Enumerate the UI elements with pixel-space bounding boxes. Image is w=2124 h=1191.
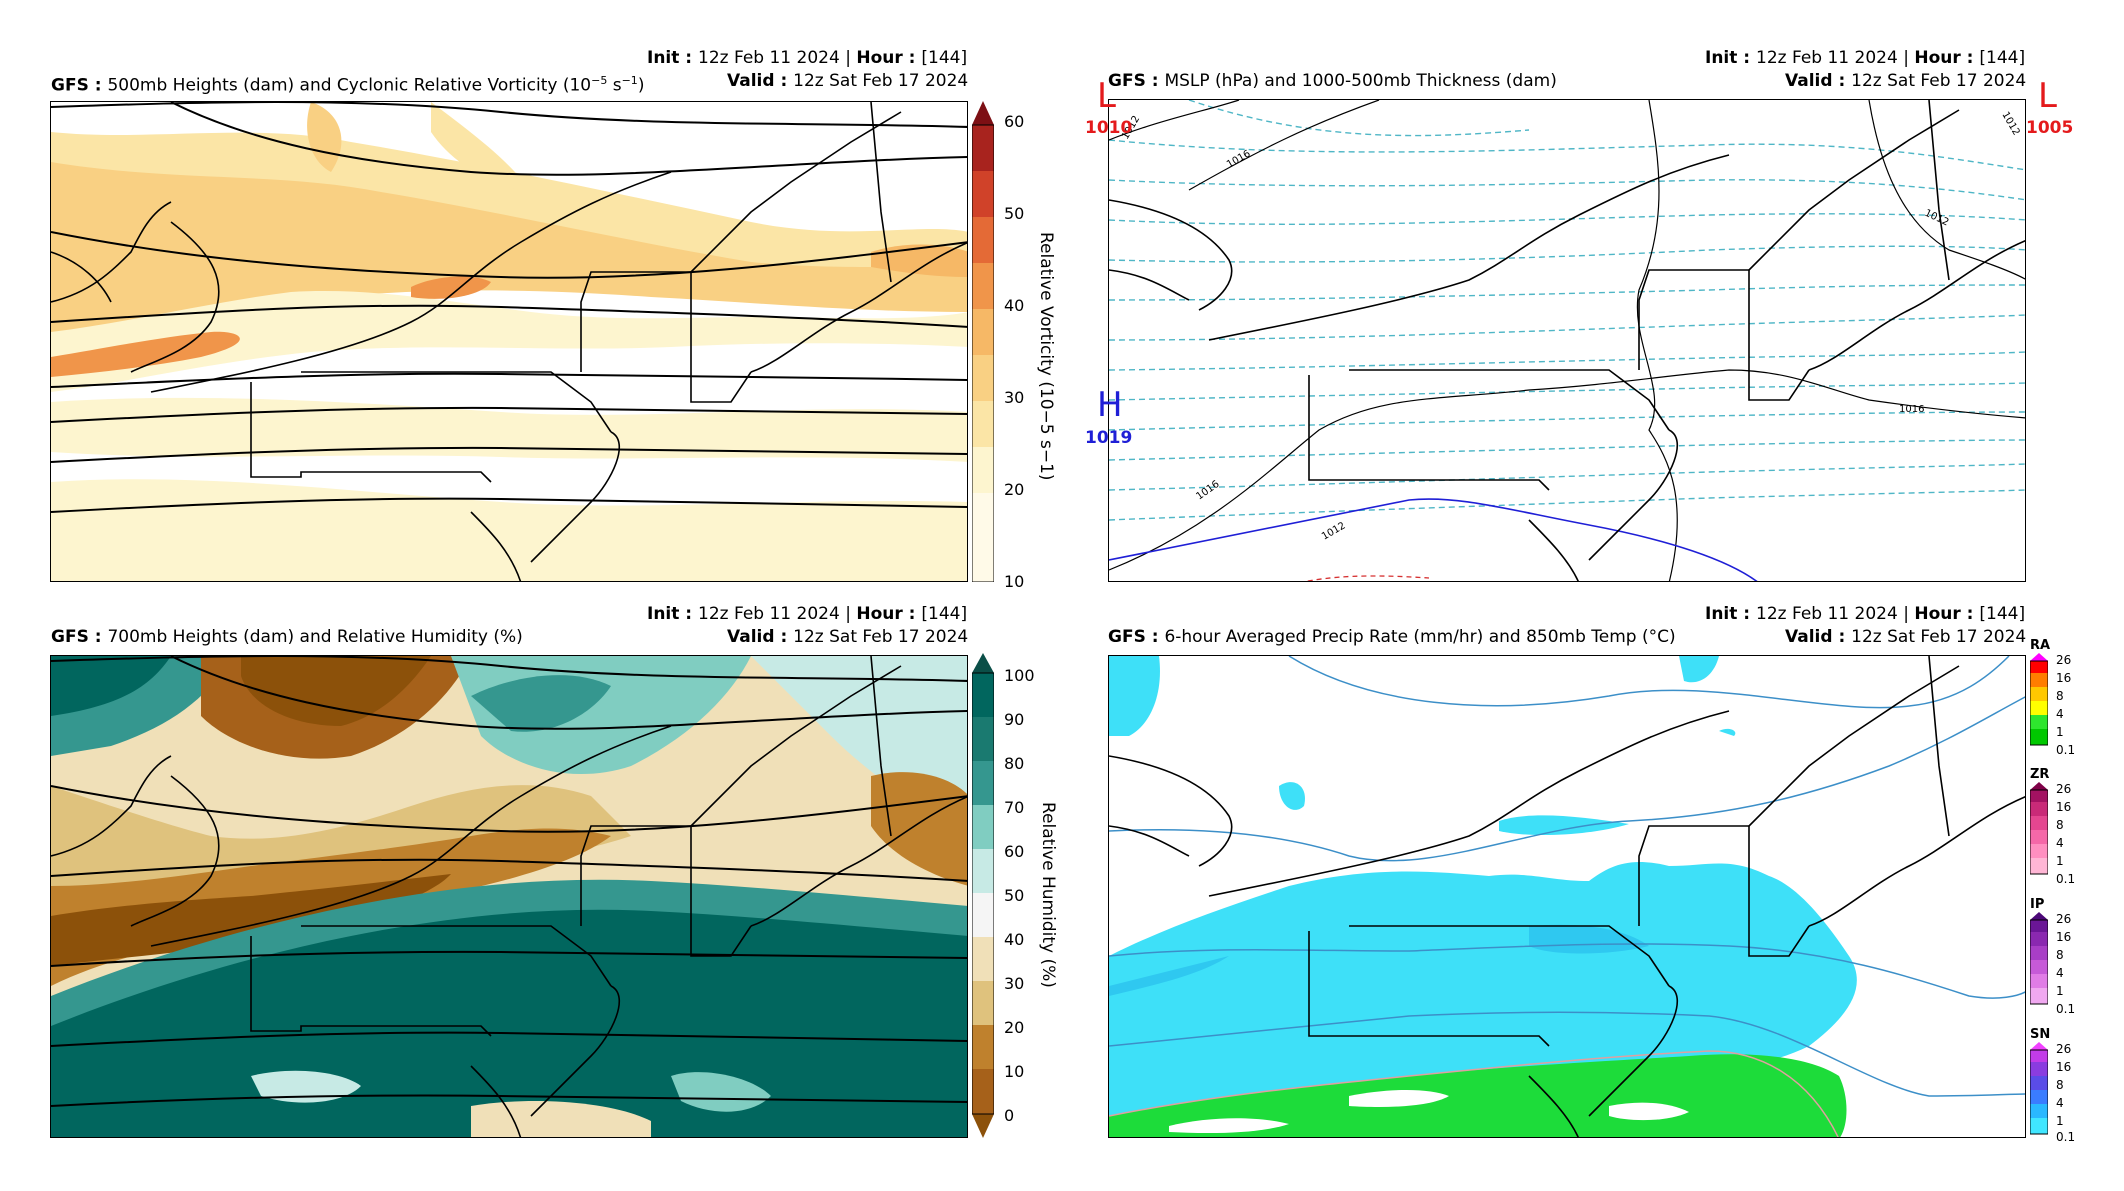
panel-title: GFS : 6-hour Averaged Precip Rate (mm/hr…	[1108, 627, 1676, 647]
cbar-tick: 20	[1004, 1018, 1025, 1037]
panel-title: GFS : 700mb Heights (dam) and Relative H…	[51, 627, 523, 647]
valid-line: Valid : 12z Sat Feb 17 2024	[1785, 627, 2027, 647]
low-pressure-value: 1005	[2026, 118, 2074, 138]
cbar-tick: 40	[1004, 930, 1025, 949]
cbar-tick: 90	[1004, 710, 1025, 729]
low-pressure-symbol: L	[1097, 76, 1116, 116]
high-pressure-value: 1019	[1085, 428, 1133, 448]
panel-title: GFS : MSLP (hPa) and 1000-500mb Thicknes…	[1108, 71, 1557, 91]
precip-map	[1108, 655, 2026, 1138]
valid-line: Valid : 12z Sat Feb 17 2024	[727, 71, 969, 91]
cbar-tick: 10	[1004, 1062, 1025, 1081]
cbar-tick: 70	[1004, 798, 1025, 817]
valid-line: Valid : 12z Sat Feb 17 2024	[727, 627, 969, 647]
panel-title: GFS : 500mb Heights (dam) and Cyclonic R…	[51, 74, 645, 96]
cbar-tick: 0	[1004, 1106, 1015, 1125]
cbar-tick: 50	[1004, 204, 1025, 223]
init-hour-line: Init : 12z Feb 11 2024 | Hour : [144]	[1705, 604, 2026, 624]
low-pressure-value: 1010	[1085, 118, 1133, 138]
mslp-map: 1012 1016 1012 1016 1016 1012 1012	[1108, 99, 2026, 582]
vorticity-map	[50, 101, 968, 582]
cbar-tick: 40	[1004, 296, 1025, 315]
init-hour-line: Init : 12z Feb 11 2024 | Hour : [144]	[647, 604, 968, 624]
cbar-tick: 80	[1004, 754, 1025, 773]
valid-line: Valid : 12z Sat Feb 17 2024	[1785, 71, 2027, 91]
cbar-tick: 20	[1004, 480, 1025, 499]
cbar-tick: 60	[1004, 842, 1025, 861]
low-pressure-symbol: L	[2038, 76, 2057, 116]
cbar-tick: 30	[1004, 974, 1025, 993]
colorbar-label: Relative Vorticity (10−5 s−1)	[1036, 232, 1056, 481]
rh-map	[50, 655, 968, 1138]
vorticity-colorbar	[971, 101, 995, 583]
colorbar-label: Relative Humidity (%)	[1038, 802, 1058, 988]
cbar-tick: 50	[1004, 886, 1025, 905]
high-pressure-symbol: H	[1097, 385, 1123, 425]
init-hour-line: Init : 12z Feb 11 2024 | Hour : [144]	[647, 48, 968, 68]
cbar-tick: 10	[1004, 572, 1025, 591]
rh-colorbar	[971, 653, 995, 1138]
cbar-tick: 60	[1004, 112, 1025, 131]
cbar-tick: 30	[1004, 388, 1025, 407]
cbar-tick: 100	[1004, 666, 1035, 685]
isobar-label: 1016	[1899, 404, 1924, 415]
init-hour-line: Init : 12z Feb 11 2024 | Hour : [144]	[1705, 48, 2026, 68]
